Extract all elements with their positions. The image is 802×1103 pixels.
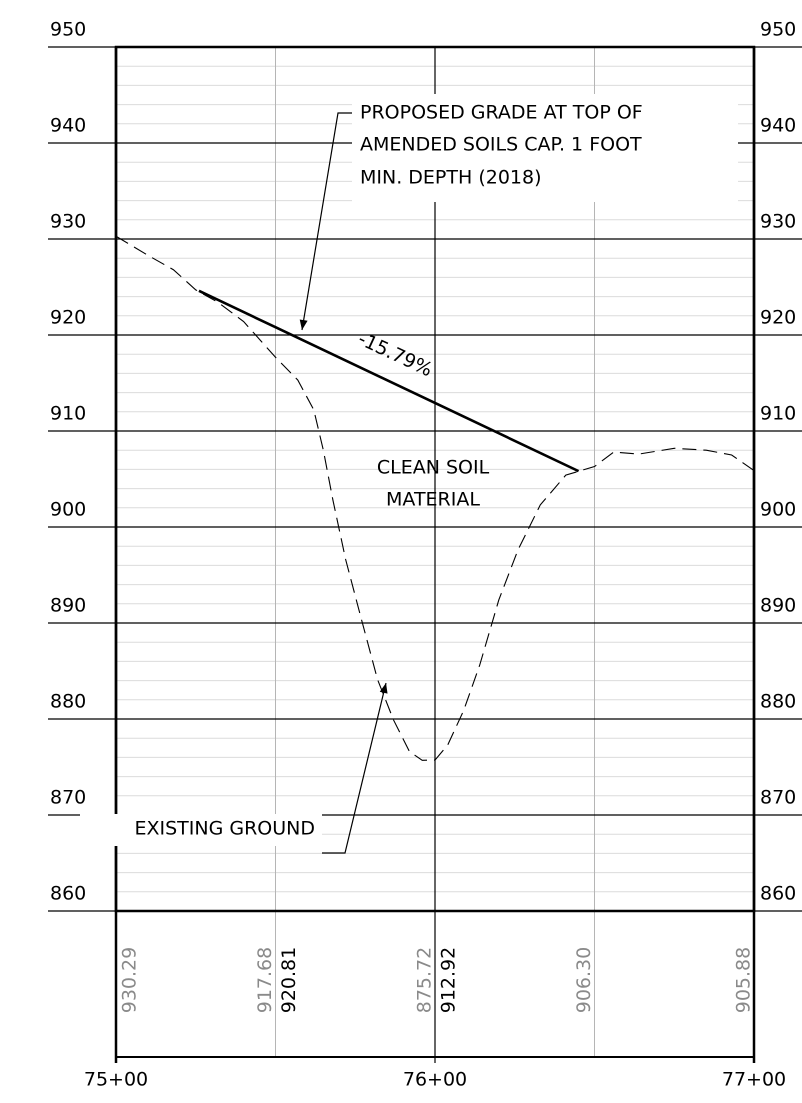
y-tick-label-right: 860 — [760, 883, 796, 905]
marks: 930.29 917.68 875.72 906.30 905.88 920.81 912.… — [115, 235, 755, 1013]
annotation: MIN. DEPTH (2018) — [360, 167, 542, 189]
annotation: AMENDED SOILS CAP. 1 FOOT — [360, 134, 642, 156]
series-label: EXISTING GROUND — [135, 818, 316, 840]
existing-ground-line — [115, 235, 755, 761]
y-tick-label: 870 — [50, 787, 86, 809]
y-tick-label-right: 910 — [760, 403, 796, 425]
y-tick-label: 930 — [50, 211, 86, 233]
proposed-grade-line — [198, 289, 580, 473]
x-tick-label: 75+00 — [84, 1069, 148, 1091]
y-tick-label-right: 920 — [760, 307, 796, 329]
annotation: MATERIAL — [386, 489, 480, 511]
elevation-label: 912.92 — [438, 947, 460, 1013]
leader — [299, 112, 352, 331]
x-tick-label: 77+00 — [722, 1069, 786, 1091]
label-background — [80, 814, 322, 846]
elevation-label: 930.29 — [119, 947, 141, 1013]
elevation-label: 920.81 — [278, 947, 300, 1013]
elevation-label: 906.30 — [573, 947, 595, 1013]
label-background — [352, 94, 738, 202]
y-tick-label: 910 — [50, 403, 86, 425]
y-tick-label-right: 940 — [760, 115, 796, 137]
y-tick-label: 940 — [50, 115, 86, 137]
y-tick-label-right: 870 — [760, 787, 796, 809]
y-tick-label-right: 890 — [760, 595, 796, 617]
y-tick-label: 900 — [50, 499, 86, 521]
y-tick-label: 890 — [50, 595, 86, 617]
y-tick-label-right: 880 — [760, 691, 796, 713]
y-tick-label: 880 — [50, 691, 86, 713]
x-tick-label: 76+00 — [403, 1069, 467, 1091]
elevation-label: 905.88 — [733, 947, 755, 1013]
y-tick-label-right: 900 — [760, 499, 796, 521]
leader — [322, 682, 388, 854]
elevation-label: 917.68 — [254, 947, 276, 1013]
annotation: CLEAN SOIL — [377, 457, 490, 479]
y-tick-label: 920 — [50, 307, 86, 329]
y-tick-label-right: 950 — [760, 19, 796, 41]
annotations: PROPOSED GRADE AT TOP OF AMENDED SOILS C… — [80, 94, 738, 854]
y-tick-label: 860 — [50, 883, 86, 905]
y-tick-label: 950 — [50, 19, 86, 41]
elevation-label: 875.72 — [414, 947, 436, 1013]
plot-frame — [114, 45, 756, 913]
y-tick-label-right: 930 — [760, 211, 796, 233]
annotation: PROPOSED GRADE AT TOP OF — [360, 102, 643, 124]
